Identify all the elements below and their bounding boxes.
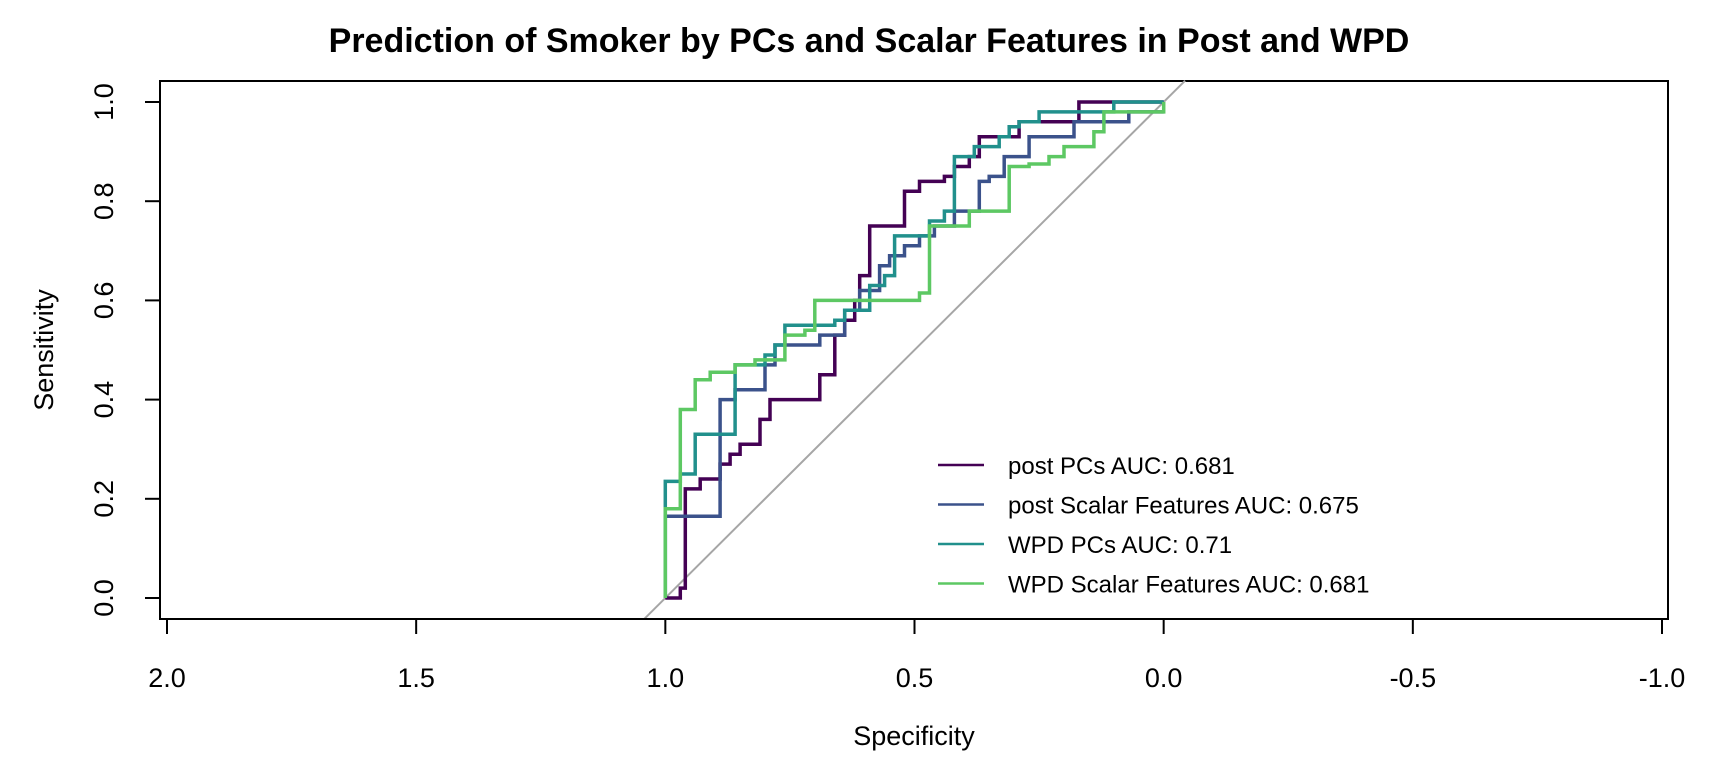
y-tick-label: 0.8 bbox=[89, 182, 119, 220]
x-axis-label: Specificity bbox=[853, 721, 975, 751]
x-tick-label: 1.5 bbox=[397, 663, 435, 693]
reference-diagonal bbox=[643, 79, 1186, 621]
legend: post PCs AUC: 0.681 post Scalar Features … bbox=[938, 453, 1369, 599]
y-tick-label: 0.2 bbox=[89, 480, 119, 518]
legend-label-1: post PCs AUC: 0.681 bbox=[1008, 453, 1235, 480]
x-tick-label: -1.0 bbox=[1639, 663, 1686, 693]
roc-curves bbox=[663, 100, 1166, 600]
roc-curve-2 bbox=[663, 110, 1164, 598]
x-tick-label: 1.0 bbox=[647, 663, 685, 693]
chart-title: Prediction of Smoker by PCs and Scalar F… bbox=[329, 22, 1410, 60]
y-tick-label: 0.0 bbox=[89, 579, 119, 617]
y-tick-label: 1.0 bbox=[89, 83, 119, 121]
x-axis: 2.0 1.5 1.0 0.5 0.0 -0.5 -1.0 bbox=[148, 618, 1686, 693]
x-tick-label: 0.0 bbox=[1145, 663, 1183, 693]
legend-label-4: WPD Scalar Features AUC: 0.681 bbox=[1008, 572, 1369, 599]
x-tick-label: 2.0 bbox=[148, 663, 186, 693]
y-tick-label: 0.4 bbox=[89, 381, 119, 419]
roc-curve-3 bbox=[663, 100, 1164, 598]
y-axis-label: Sensitivity bbox=[29, 289, 59, 411]
legend-label-2: post Scalar Features AUC: 0.675 bbox=[1008, 493, 1359, 520]
y-tick-label: 0.6 bbox=[89, 282, 119, 320]
x-tick-label: 0.5 bbox=[896, 663, 934, 693]
y-axis: 0.0 0.2 0.4 0.6 0.8 1.0 bbox=[89, 83, 161, 617]
x-tick-label: -0.5 bbox=[1390, 663, 1437, 693]
roc-curve-4 bbox=[663, 102, 1166, 598]
legend-label-3: WPD PCs AUC: 0.71 bbox=[1008, 532, 1232, 559]
reference-line bbox=[643, 79, 1186, 621]
